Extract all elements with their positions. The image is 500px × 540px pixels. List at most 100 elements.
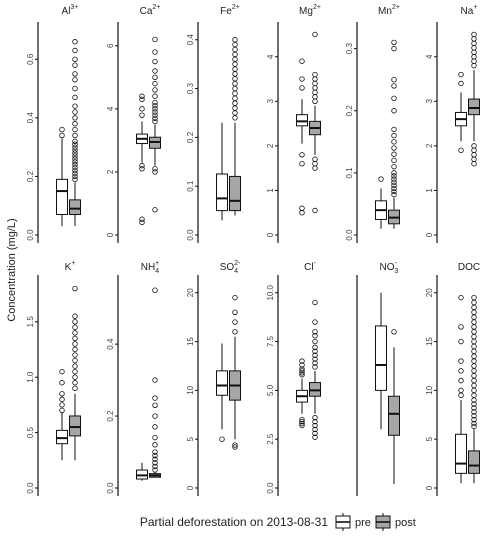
outlier-point: [312, 434, 318, 440]
outlier-point: [299, 152, 305, 158]
outlier-point: [391, 45, 397, 52]
y-tick-label: 0.0: [266, 482, 275, 494]
outlier-point: [232, 66, 238, 72]
box-post: [468, 294, 480, 484]
outlier-point: [72, 141, 78, 147]
outlier-point: [72, 385, 78, 391]
outlier-point: [471, 363, 477, 369]
outlier-point: [312, 333, 318, 339]
outlier-point: [72, 144, 78, 150]
panel-1: Ca2+ 0 2 4 6: [106, 4, 161, 243]
y-tick-label: 2: [425, 143, 434, 148]
box-pre: [216, 122, 228, 221]
y-tick-label: 1.0: [26, 371, 35, 383]
outlier-point: [72, 173, 78, 180]
outlier-point: [312, 348, 318, 355]
outlier-point: [471, 409, 477, 415]
outlier-point: [152, 442, 158, 448]
outlier-point: [391, 170, 397, 176]
y-tick-label: 15: [425, 337, 434, 346]
outlier-point: [312, 426, 318, 433]
outlier-point: [391, 108, 397, 114]
outlier-point: [471, 377, 477, 384]
outlier-point: [232, 41, 238, 48]
outlier-point: [72, 156, 78, 162]
outlier-point: [232, 37, 238, 43]
panel-title: Fe2+: [220, 4, 240, 17]
y-tick-label: 3: [425, 99, 434, 104]
outlier-point: [59, 407, 65, 414]
outlier-point: [471, 423, 477, 430]
panel-title: Na+: [461, 4, 478, 17]
y-tick-label: 5: [186, 436, 195, 441]
outlier-point: [232, 71, 238, 77]
outlier-point: [152, 115, 158, 122]
outlier-point: [72, 153, 78, 159]
outlier-point: [471, 324, 477, 330]
outlier-point: [72, 313, 78, 319]
y-tick-label: 10.0: [266, 284, 275, 300]
outlier-point: [458, 358, 464, 364]
outlier-point: [391, 329, 397, 335]
outlier-point: [471, 358, 477, 364]
outlier-point: [232, 90, 238, 97]
outlier-point: [152, 80, 158, 87]
box-pre: [455, 294, 467, 484]
y-tick-label: 0.1: [345, 167, 354, 179]
outlier-point: [152, 68, 158, 74]
outlier-point: [391, 191, 397, 198]
outlier-point: [139, 166, 145, 172]
box-pre: [136, 93, 148, 226]
y-tick-label: 6: [106, 43, 115, 48]
outlier-point: [232, 115, 238, 121]
y-tick-label: 0.6: [26, 53, 35, 65]
outlier-point: [72, 374, 78, 380]
box-iqr: [216, 370, 228, 396]
y-tick-label: 0.2: [186, 131, 195, 143]
y-tick-label: 4: [266, 54, 275, 59]
box-iqr: [56, 178, 68, 216]
y-tick-label: 0: [266, 232, 275, 237]
box-iqr: [455, 433, 467, 474]
outlier-point: [152, 463, 158, 470]
outlier-point: [312, 85, 318, 91]
outlier-point: [152, 460, 158, 466]
outlier-point: [391, 126, 397, 133]
outlier-point: [232, 80, 238, 87]
y-tick-label: 10: [425, 385, 434, 394]
outlier-point: [152, 434, 158, 441]
outlier-point: [471, 353, 477, 359]
outlier-point: [471, 420, 477, 427]
box-post: [149, 36, 161, 213]
outlier-point: [312, 156, 318, 162]
panel-3: Mg2+ 0 1 2 3 4: [266, 4, 321, 243]
outlier-point: [299, 358, 305, 364]
y-tick-label: 0.0: [345, 229, 354, 241]
outlier-point: [72, 335, 78, 342]
outlier-point: [152, 424, 158, 430]
legend-title: Partial deforestation on 2013-08-31: [140, 515, 328, 529]
outlier-point: [152, 118, 158, 125]
y-tick-label: 4: [106, 106, 115, 111]
panel-title: NH4+: [141, 260, 159, 275]
outlier-point: [152, 402, 158, 408]
outlier-point: [471, 314, 477, 320]
outlier-point: [72, 162, 78, 168]
y-tick-label: 4: [425, 54, 434, 59]
outlier-point: [152, 207, 158, 213]
outlier-point: [152, 452, 158, 459]
outlier-point: [72, 39, 78, 45]
panel-title: SO42-: [220, 260, 241, 275]
outlier-point: [72, 132, 78, 139]
legend-label: post: [395, 517, 416, 529]
y-tick-label: 0: [425, 232, 434, 237]
outlier-point: [232, 329, 238, 335]
outlier-point: [59, 396, 65, 403]
outlier-point: [72, 94, 78, 101]
panel-8: SO42- 0 5 10 15 20: [186, 260, 241, 496]
outlier-point: [458, 338, 464, 345]
outlier-point: [59, 132, 65, 139]
box-post: [69, 39, 81, 227]
panel-7: NH4+ 0.0 0.2 0.4: [106, 260, 161, 496]
y-tick-label: 0.4: [106, 338, 115, 350]
